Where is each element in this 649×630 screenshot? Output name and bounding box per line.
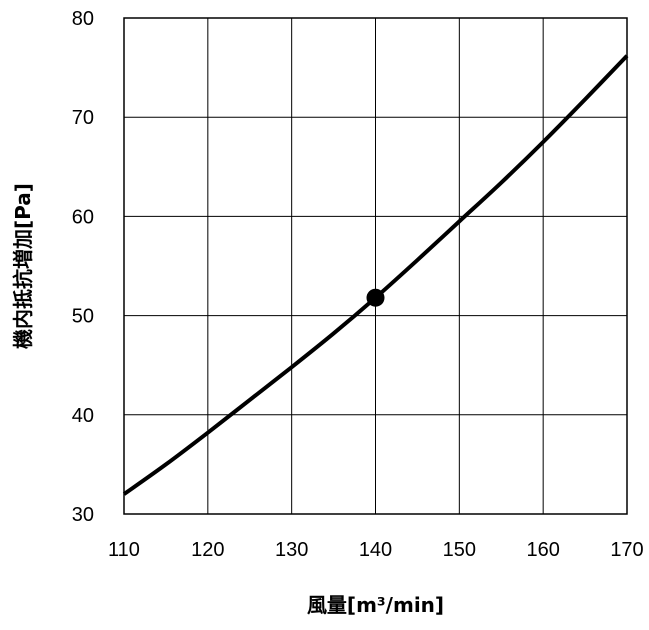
x-tick-label: 120 <box>191 539 224 561</box>
y-tick-label: 70 <box>72 107 94 129</box>
x-tick-label: 110 <box>108 539 140 561</box>
y-tick-label: 40 <box>72 405 94 427</box>
x-tick-label: 160 <box>526 539 559 561</box>
y-tick-label: 30 <box>72 504 94 526</box>
data-point-marker <box>366 288 385 307</box>
marker-group <box>366 288 385 307</box>
y-tick-label: 80 <box>72 8 94 30</box>
y-axis-title: 機内抵抗増加[Pa] <box>11 183 35 349</box>
x-tick-labels: 110 120 130 140 150 160 170 <box>108 539 644 561</box>
y-tick-labels: 30 40 50 60 70 80 <box>72 8 94 526</box>
plot-frame <box>123 17 628 515</box>
x-tick-label: 140 <box>359 539 392 561</box>
x-axis-title: 風量[m³/min] <box>307 593 444 617</box>
y-tick-label: 50 <box>72 306 94 328</box>
x-tick-label: 150 <box>443 539 476 561</box>
x-tick-label: 170 <box>610 539 643 561</box>
x-tick-label: 130 <box>275 539 308 561</box>
y-tick-label: 60 <box>72 206 94 228</box>
